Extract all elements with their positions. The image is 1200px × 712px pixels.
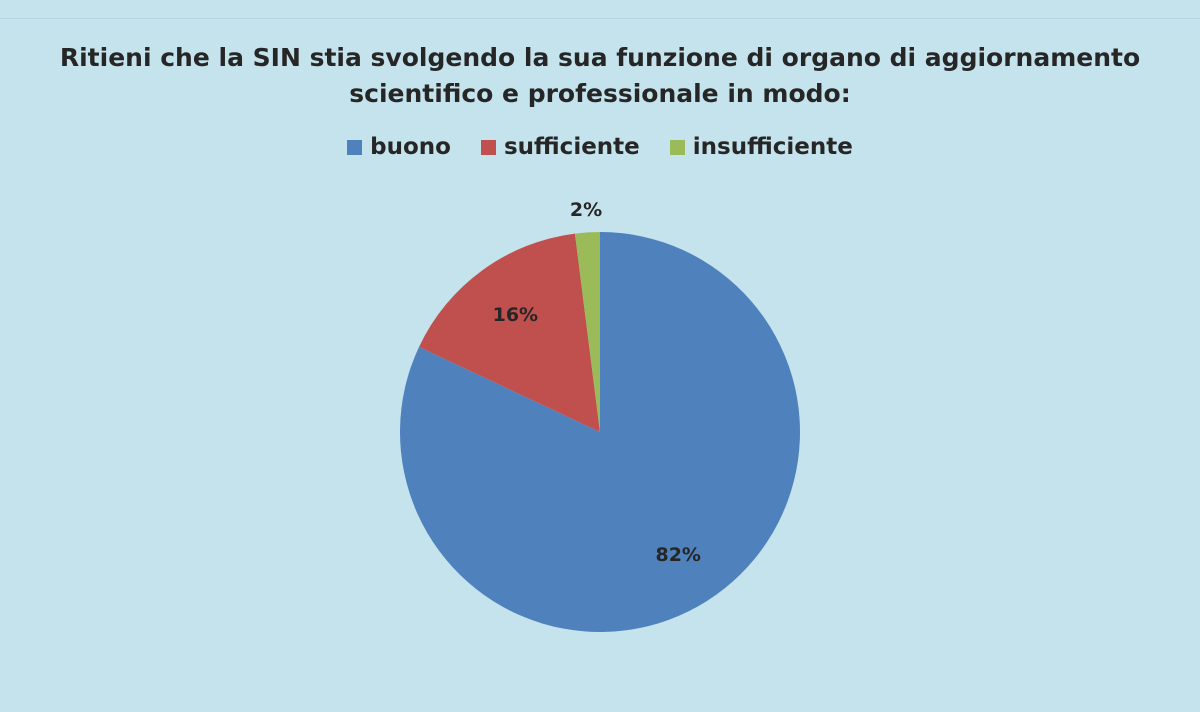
legend-swatch-insufficiente bbox=[669, 139, 685, 155]
legend-swatch-buono bbox=[347, 139, 363, 155]
pie-slice-buono bbox=[400, 232, 801, 633]
top-divider bbox=[0, 18, 1200, 19]
legend-label-buono: buono bbox=[370, 134, 451, 160]
chart-title: Ritieni che la SIN stia svolgendo la sua… bbox=[0, 40, 1200, 112]
data-label-insufficiente: 2% bbox=[570, 199, 602, 221]
chart-title-line-1: Ritieni che la SIN stia svolgendo la sua… bbox=[59, 43, 1141, 72]
pie-slice-sufficiente bbox=[419, 233, 600, 432]
legend-swatch-sufficiente bbox=[480, 139, 496, 155]
pie-slice-insufficiente bbox=[574, 232, 600, 432]
legend-item-insufficiente: insufficiente bbox=[669, 134, 853, 160]
data-label-sufficiente: 16% bbox=[493, 304, 538, 326]
legend-label-sufficiente: sufficiente bbox=[503, 134, 640, 160]
legend-item-sufficiente: sufficiente bbox=[480, 134, 640, 160]
data-label-buono: 82% bbox=[655, 544, 700, 566]
legend-item-buono: buono bbox=[347, 134, 451, 160]
chart-legend: buono sufficiente insufficiente bbox=[0, 134, 1200, 160]
chart-title-line-2: scientifico e professionale in modo: bbox=[349, 79, 851, 108]
legend-label-insufficiente: insufficiente bbox=[692, 134, 853, 160]
